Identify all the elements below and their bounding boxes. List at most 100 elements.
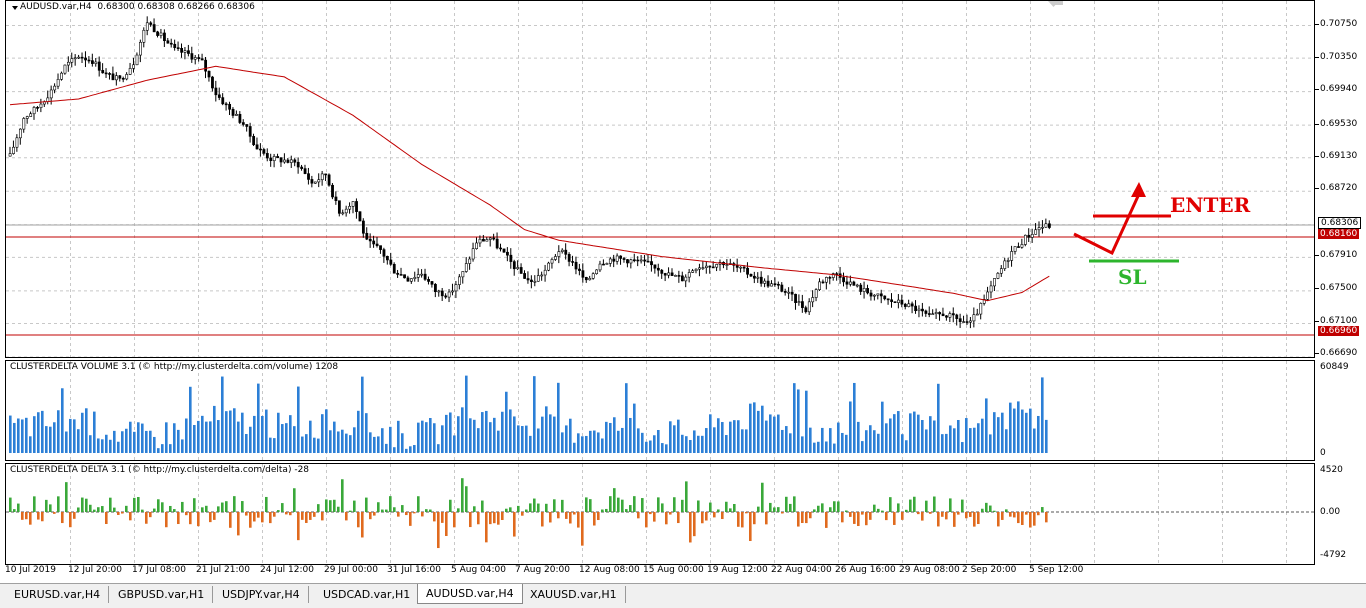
candle-body <box>770 283 773 287</box>
price-axis[interactable]: 0.70750 0.70350 0.69940 0.69530 0.69130 … <box>1315 0 1366 358</box>
delta-bar-negative <box>701 512 704 524</box>
volume-bar <box>489 422 492 453</box>
tab-audusd[interactable]: AUDUSD.var,H4 <box>417 584 523 604</box>
candle-body <box>845 281 849 285</box>
delta-bar-positive <box>133 497 136 512</box>
candle-body <box>125 74 129 80</box>
candle-body <box>502 248 506 253</box>
volume-bar <box>233 408 236 453</box>
delta-max-label: 4520 <box>1320 465 1343 475</box>
tab-usdcad[interactable]: USDCAD.var,H1 <box>315 586 420 603</box>
volume-bar <box>57 410 60 453</box>
price-chart-pane[interactable]: AUDUSD.var,H4 0.68300 0.68308 0.68266 0.… <box>5 0 1315 358</box>
volume-bar <box>1001 412 1004 453</box>
delta-bar-positive <box>265 496 268 512</box>
candle-body <box>701 267 705 269</box>
delta-bar-negative <box>573 512 576 515</box>
candle-body <box>835 273 839 275</box>
volume-bar <box>925 429 928 453</box>
chart-shift-handle[interactable] <box>1053 1 1063 5</box>
volume-indicator-pane[interactable]: CLUSTERDELTA VOLUME 3.1 (© http://my.clu… <box>5 360 1315 461</box>
volume-bar <box>173 423 176 453</box>
candle-body <box>1044 223 1048 228</box>
delta-indicator-pane[interactable]: CLUSTERDELTA DELTA 3.1 (© http://my.clus… <box>5 463 1315 565</box>
volume-bar <box>781 429 784 453</box>
delta-bar-positive <box>993 510 996 512</box>
volume-bar <box>73 419 76 453</box>
candle-body <box>999 268 1003 274</box>
candle-body <box>337 200 341 214</box>
delta-bar-positive <box>697 500 700 512</box>
volume-bar <box>705 428 708 453</box>
candle-body <box>879 293 883 297</box>
delta-bar-negative <box>861 512 864 515</box>
delta-bar-positive <box>773 507 776 512</box>
candle-body <box>914 305 918 312</box>
volume-bar <box>785 426 788 453</box>
candle-body <box>533 280 537 283</box>
tab-eurusd[interactable]: EURUSD.var,H4 <box>6 586 110 603</box>
candle-body <box>560 249 564 252</box>
volume-bar <box>701 435 704 453</box>
candle-body <box>499 247 502 250</box>
price-tick-label: 0.69530 <box>1320 119 1358 129</box>
candle-body <box>396 272 400 275</box>
delta-bar-negative <box>825 512 828 528</box>
time-label: 17 Jul 08:00 <box>132 565 186 575</box>
tab-usdjpy[interactable]: USDJPY.var,H4 <box>214 586 309 603</box>
volume-bar <box>285 423 288 453</box>
candle-body <box>67 61 70 66</box>
delta-bar-negative <box>229 512 232 528</box>
delta-bar-positive <box>77 507 80 512</box>
price-chart-svg[interactable] <box>6 1 1314 357</box>
candle-body <box>873 294 876 297</box>
volume-bar <box>725 435 728 453</box>
volume-bar <box>789 433 792 453</box>
candle-body <box>166 40 170 44</box>
delta-bar-negative <box>421 512 424 517</box>
delta-bar-negative <box>945 512 948 520</box>
time-axis[interactable]: 10 Jul 2019 12 Jul 20:00 17 Jul 08:00 21… <box>5 565 1313 579</box>
volume-bar <box>481 412 484 453</box>
delta-bar-negative <box>937 512 940 527</box>
candle-body <box>351 201 355 207</box>
candle-body <box>787 291 791 294</box>
volume-bar <box>253 415 256 453</box>
candle-body <box>687 272 691 278</box>
candle-body <box>32 107 36 115</box>
volume-bar <box>333 421 336 453</box>
delta-bar-negative <box>361 512 364 538</box>
volume-bar <box>237 421 240 453</box>
volume-bar <box>893 414 896 453</box>
candle-body <box>588 278 592 281</box>
delta-bar-positive <box>141 509 144 512</box>
candle-body <box>91 60 94 64</box>
candle-body <box>814 289 818 298</box>
tab-gbpusd[interactable]: GBPUSD.var,H1 <box>110 586 214 603</box>
volume-bar <box>393 447 396 453</box>
candle-body <box>94 61 98 64</box>
volume-bar <box>305 434 308 453</box>
chart-menu-triangle-icon[interactable] <box>12 6 18 10</box>
delta-axis[interactable]: 4520 0.00 -4792 <box>1315 463 1366 565</box>
delta-bar-positive <box>813 509 816 512</box>
tab-xauusd[interactable]: XAUUSD.var,H1 <box>522 586 626 603</box>
candle-body <box>307 173 310 180</box>
volume-bar <box>1009 402 1012 453</box>
delta-bar-negative <box>973 512 976 527</box>
delta-bar-negative <box>513 512 516 537</box>
candle-body <box>557 251 561 257</box>
candle-body <box>183 50 187 53</box>
candle-body <box>159 32 163 36</box>
volume-bar <box>681 434 684 453</box>
candle-body <box>248 126 252 137</box>
candle-body <box>53 85 57 91</box>
volume-axis[interactable]: 60849 0 <box>1315 360 1366 461</box>
delta-bar-negative <box>765 512 768 525</box>
delta-bar-positive <box>769 502 772 512</box>
candle-body <box>893 301 897 303</box>
volume-bar <box>977 423 980 453</box>
candle-body <box>852 281 856 286</box>
time-label: 21 Jul 21:00 <box>196 565 250 575</box>
delta-bar-negative <box>689 512 692 543</box>
